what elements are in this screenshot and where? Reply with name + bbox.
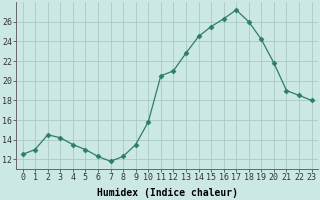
- X-axis label: Humidex (Indice chaleur): Humidex (Indice chaleur): [97, 188, 237, 198]
